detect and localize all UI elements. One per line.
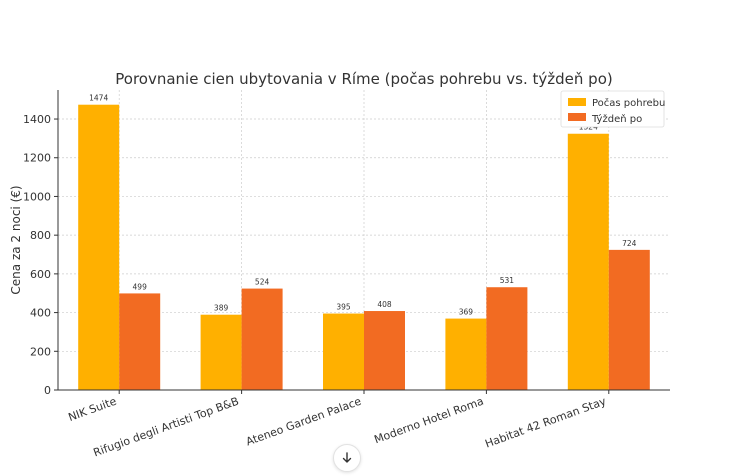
bar-value-label: 499 <box>133 282 148 291</box>
y-tick-label: 1400 <box>23 113 51 126</box>
scroll-down-button[interactable] <box>333 444 361 472</box>
arrow-down-icon <box>342 452 352 463</box>
y-tick-label: 1000 <box>23 190 51 203</box>
bar-2 <box>119 293 161 390</box>
bar-value-label: 724 <box>622 239 637 248</box>
data-labels: 14744993895243954083695311324724 <box>89 94 637 317</box>
bar-2 <box>241 288 283 390</box>
bar-value-label: 1474 <box>89 94 108 103</box>
axes <box>54 90 670 394</box>
bar-value-label: 395 <box>336 303 351 312</box>
bar-1 <box>445 318 487 390</box>
bar-2 <box>364 311 405 390</box>
y-tick-label: 0 <box>44 384 51 397</box>
bar-value-label: 369 <box>459 308 474 317</box>
x-tick-label: Moderno Hotel Roma <box>372 395 485 447</box>
bars <box>78 104 650 390</box>
legend-label-series-2: Týždeň po <box>591 113 642 125</box>
y-axis-label: Cena za 2 noci (€) <box>9 185 23 294</box>
bar-1 <box>200 314 242 390</box>
bar-1 <box>323 313 364 390</box>
bar-2 <box>486 287 528 390</box>
y-tick-label: 400 <box>30 307 51 320</box>
bar-1 <box>567 133 609 390</box>
bar-value-label: 389 <box>214 304 229 313</box>
legend-box <box>560 90 665 128</box>
chart-title: Porovnanie cien ubytovania v Ríme (počas… <box>115 70 612 88</box>
legend: Počas pohrebu Týždeň po <box>560 90 665 128</box>
y-tick-label: 800 <box>30 229 51 242</box>
legend-label-series-1: Počas pohrebu <box>592 97 665 109</box>
bar-1 <box>78 104 120 390</box>
x-tick-label: NIK Suite <box>67 395 119 424</box>
x-tick-label: Ateneo Garden Palace <box>244 395 363 449</box>
y-tick-labels: 0 200 400 600 800 1000 1200 1400 <box>23 113 51 397</box>
y-tick-label: 1200 <box>23 152 51 165</box>
y-tick-label: 600 <box>30 268 51 281</box>
legend-swatch-series-1 <box>568 98 586 106</box>
x-tick-label: Habitat 42 Roman Stay <box>483 394 608 450</box>
y-tick-label: 200 <box>30 345 51 358</box>
bar-value-label: 531 <box>500 276 515 285</box>
legend-swatch-series-2 <box>568 113 586 121</box>
bar-value-label: 524 <box>255 278 270 287</box>
bar-value-label: 408 <box>377 300 392 309</box>
bar-2 <box>608 249 650 390</box>
